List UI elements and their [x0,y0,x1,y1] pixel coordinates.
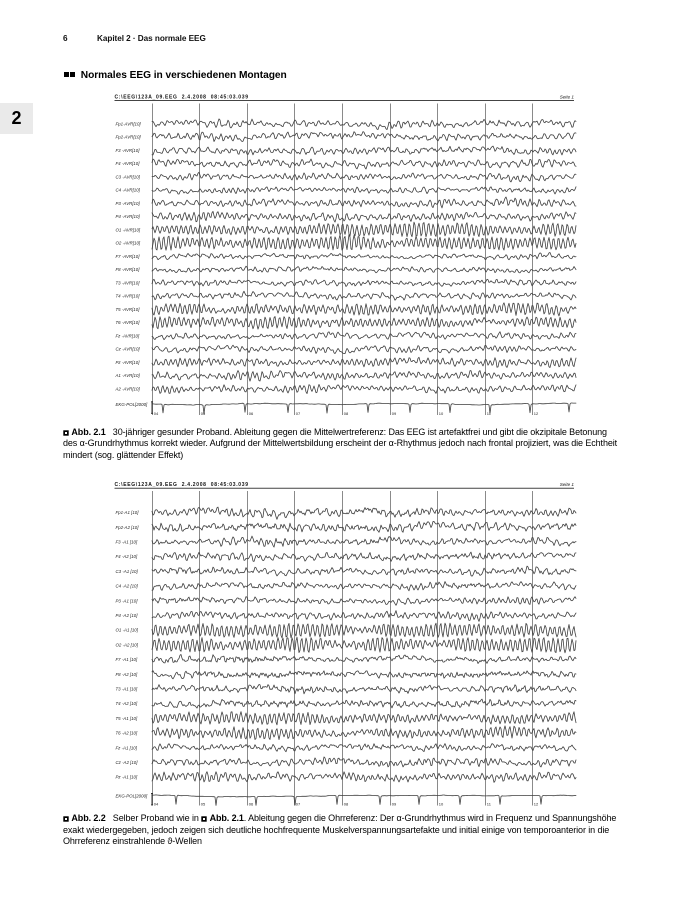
svg-text:Seite 1: Seite 1 [560,95,575,100]
svg-text:T6 -A2 [10]: T6 -A2 [10] [116,731,138,736]
svg-text:07: 07 [296,802,301,807]
svg-text:P4 -AVR[10]: P4 -AVR[10] [116,214,141,219]
svg-text:12: 12 [534,411,539,416]
svg-text:Fp1-A1 [10]: Fp1-A1 [10] [116,510,140,515]
svg-text:06: 06 [249,411,254,416]
svg-text:05: 05 [201,411,206,416]
svg-text:T5 -A1 [10]: T5 -A1 [10] [116,716,138,721]
svg-text:11: 11 [487,411,492,416]
svg-text:Pz -A1 [10]: Pz -A1 [10] [116,775,138,780]
svg-text:Fz -AVR[10]: Fz -AVR[10] [116,333,140,338]
svg-text:Fp2-AVR[10]: Fp2-AVR[10] [116,135,142,140]
svg-text:10: 10 [439,802,444,807]
svg-text:F7 -AVR[10]: F7 -AVR[10] [116,254,141,259]
svg-text:F4 -AVR[10]: F4 -AVR[10] [116,161,141,166]
svg-text:07: 07 [296,411,301,416]
svg-text:C:\EEG\123A_09.EEG 2.4.2008: C:\EEG\123A_09.EEG 2.4.2008 08:45:03.039 [115,95,249,101]
svg-text:C4 -AVR[10]: C4 -AVR[10] [116,188,141,193]
svg-text:Cz -A2 [10]: Cz -A2 [10] [116,760,139,765]
svg-text:EKG-POL[2000]: EKG-POL[2000] [116,402,149,407]
svg-text:Fp1-AVR[10]: Fp1-AVR[10] [116,121,142,126]
svg-text:T4 -A2 [10]: T4 -A2 [10] [116,701,138,706]
svg-text:T5 -AVR[10]: T5 -AVR[10] [116,307,141,312]
svg-text:11: 11 [487,802,492,807]
svg-text:C3 -A1 [10]: C3 -A1 [10] [116,569,139,574]
svg-text:10: 10 [439,411,444,416]
svg-text:EKG-POL[2000]: EKG-POL[2000] [116,794,149,799]
svg-text:O2 -AVR[10]: O2 -AVR[10] [116,241,141,246]
svg-text:F8 -A2 [10]: F8 -A2 [10] [116,672,138,677]
svg-text:08: 08 [344,802,349,807]
svg-text:Cz -AVR[10]: Cz -AVR[10] [116,347,141,352]
svg-text:04: 04 [154,411,159,416]
svg-text:T3 -A1 [10]: T3 -A1 [10] [116,687,138,692]
svg-text:F8 -AVR[10]: F8 -AVR[10] [116,267,141,272]
svg-text:T6 -AVR[10]: T6 -AVR[10] [116,320,141,325]
svg-text:O1 -A1 [10]: O1 -A1 [10] [116,628,139,633]
svg-text:C3 -AVR[10]: C3 -AVR[10] [116,174,141,179]
svg-text:04: 04 [154,802,159,807]
svg-text:O2 -A2 [10]: O2 -A2 [10] [116,642,139,647]
svg-text:T4 -AVR[10]: T4 -AVR[10] [116,294,141,299]
svg-text:P4 -A2 [10]: P4 -A2 [10] [116,613,139,618]
svg-text:O1 -AVR[10]: O1 -AVR[10] [116,227,141,232]
svg-text:09: 09 [392,411,397,416]
svg-text:F4 -A2 [10]: F4 -A2 [10] [116,554,138,559]
svg-text:C4 -A2 [10]: C4 -A2 [10] [116,584,139,589]
svg-text:Seite 1: Seite 1 [560,482,575,487]
svg-text:Fp2-A2 [10]: Fp2-A2 [10] [116,525,140,530]
svg-text:P3 -A1 [10]: P3 -A1 [10] [116,598,139,603]
svg-text:F3 -A1 [10]: F3 -A1 [10] [116,540,138,545]
svg-text:C:\EEG\123A_09.EEG 2.4.2008: C:\EEG\123A_09.EEG 2.4.2008 08:45:03.039 [115,482,249,488]
svg-text:Pz -AVR[10]: Pz -AVR[10] [116,360,141,365]
svg-text:A1 -AVR[10]: A1 -AVR[10] [115,373,141,378]
svg-text:06: 06 [249,802,254,807]
svg-text:P3 -AVR[10]: P3 -AVR[10] [116,201,141,206]
svg-text:08: 08 [344,411,349,416]
svg-text:F3 -AVR[10]: F3 -AVR[10] [116,148,141,153]
svg-text:F7 -A1 [10]: F7 -A1 [10] [116,657,138,662]
svg-text:05: 05 [201,802,206,807]
svg-text:09: 09 [392,802,397,807]
svg-text:Fz -A1 [10]: Fz -A1 [10] [116,745,138,750]
svg-text:12: 12 [534,802,539,807]
svg-text:A2 -AVR[10]: A2 -AVR[10] [115,386,141,391]
svg-text:T3 -AVR[10]: T3 -AVR[10] [116,280,141,285]
